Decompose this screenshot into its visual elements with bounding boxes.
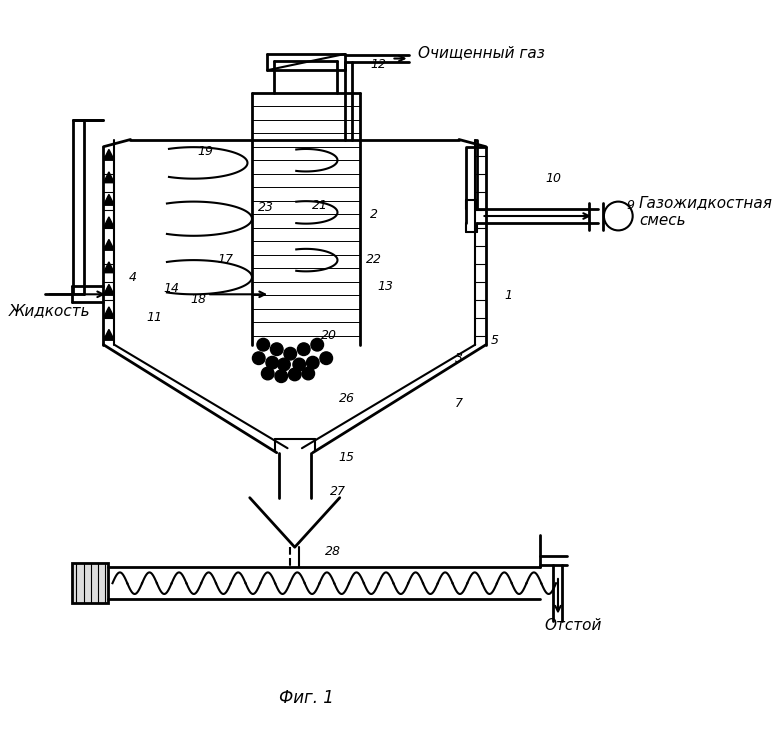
Bar (72, 563, 108, 603)
Text: Фиг. 1: Фиг. 1 (278, 689, 333, 708)
Text: Отстой: Отстой (544, 618, 602, 633)
Polygon shape (104, 150, 115, 160)
Text: 26: 26 (339, 392, 354, 405)
Text: 17: 17 (217, 253, 233, 265)
Text: 10: 10 (545, 172, 562, 184)
Circle shape (275, 370, 288, 383)
Polygon shape (104, 307, 115, 318)
Circle shape (266, 356, 278, 369)
Circle shape (293, 358, 306, 370)
Text: 1: 1 (505, 289, 512, 302)
Text: 9: 9 (626, 199, 634, 212)
Text: 21: 21 (311, 199, 328, 212)
Circle shape (297, 343, 310, 355)
Text: 19: 19 (197, 144, 213, 158)
Circle shape (307, 356, 319, 369)
Circle shape (302, 367, 314, 380)
Circle shape (311, 339, 324, 351)
Text: 20: 20 (321, 329, 336, 342)
Text: Очищенный газ: Очищенный газ (419, 45, 545, 60)
Text: 15: 15 (339, 451, 354, 463)
Text: 22: 22 (366, 253, 381, 265)
Circle shape (261, 367, 274, 380)
Polygon shape (104, 330, 115, 340)
Polygon shape (104, 194, 115, 205)
Circle shape (271, 343, 283, 355)
Circle shape (320, 352, 332, 364)
Circle shape (284, 348, 296, 360)
Polygon shape (104, 172, 115, 183)
Text: 5: 5 (491, 333, 499, 347)
Text: 12: 12 (370, 58, 386, 71)
Text: Жидкость: Жидкость (9, 303, 90, 318)
Text: 14: 14 (163, 283, 179, 296)
Text: 13: 13 (378, 280, 393, 293)
Polygon shape (104, 217, 115, 228)
Text: 18: 18 (190, 293, 206, 306)
Text: Газожидкостная
смесь: Газожидкостная смесь (639, 195, 773, 228)
Polygon shape (104, 262, 115, 273)
Text: 28: 28 (325, 545, 341, 558)
Polygon shape (104, 240, 115, 250)
Polygon shape (104, 284, 115, 295)
Circle shape (253, 352, 265, 364)
Circle shape (278, 358, 290, 370)
Text: 4: 4 (129, 271, 137, 284)
Text: 3: 3 (455, 352, 463, 364)
Text: 11: 11 (147, 311, 163, 324)
Text: 23: 23 (257, 201, 274, 215)
Text: 2: 2 (370, 208, 378, 221)
Circle shape (289, 368, 301, 381)
Text: 7: 7 (455, 397, 463, 410)
Text: 27: 27 (329, 485, 346, 498)
Circle shape (257, 339, 270, 351)
